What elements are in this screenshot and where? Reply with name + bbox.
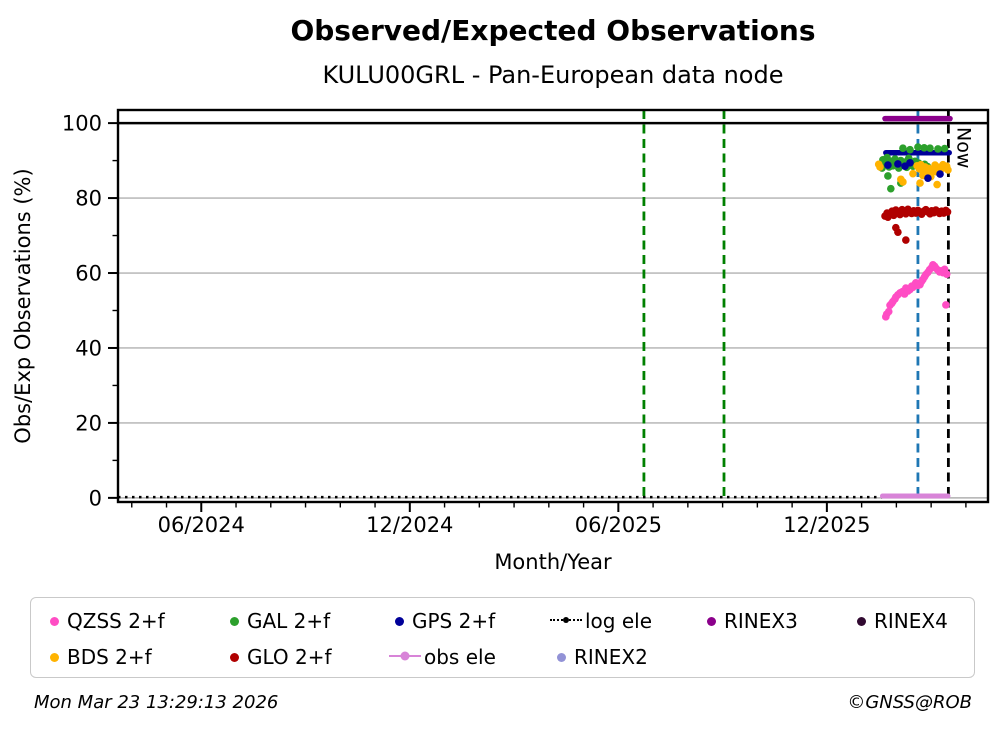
rinex4-marker-icon (857, 616, 866, 626)
legend: QZSS 2+f GAL 2+f GPS 2+f log ele RINEX3 … (30, 597, 975, 678)
legend-label: GAL 2+f (247, 609, 331, 633)
series-qzss-2+f (882, 260, 951, 321)
legend-label: BDS 2+f (67, 645, 152, 669)
copyright: ©GNSS@ROB (847, 692, 972, 713)
rinex2-marker-icon (557, 652, 566, 662)
legend-label: RINEX3 (724, 609, 798, 633)
legend-item-qzss: QZSS 2+f (50, 608, 165, 634)
bds-marker-icon (50, 652, 59, 662)
x-axis-ticks: 06/2024 12/2024 06/2025 12/2025 (131, 502, 967, 537)
timestamp: Mon Mar 23 13:29:13 2026 (34, 692, 279, 713)
log-ele-marker-icon (550, 616, 582, 626)
legend-item-gps: GPS 2+f (395, 608, 495, 634)
y-tick-label: 80 (75, 187, 102, 211)
legend-item-bds: BDS 2+f (50, 644, 152, 670)
legend-label: GPS 2+f (412, 609, 496, 633)
x-tick-label: 06/2025 (575, 513, 662, 537)
x-tick-label: 12/2025 (783, 513, 870, 537)
legend-item-obs-ele: obs ele (389, 644, 496, 670)
qzss-marker-icon (50, 616, 59, 626)
plot-area: 0 20 40 60 80 100 06/2024 12/2024 06/2025 12/2025… (11, 108, 990, 574)
legend-label: log ele (585, 609, 653, 633)
legend-label: QZSS 2+f (67, 609, 165, 633)
chart-subtitle: KULU00GRL - Pan-European data node (322, 61, 784, 89)
legend-item-gal: GAL 2+f (230, 608, 330, 634)
series-glo-2+f (881, 205, 952, 244)
x-tick-label: 12/2024 (366, 513, 453, 537)
legend-label: obs ele (424, 645, 496, 669)
y-tick-label: 100 (62, 112, 102, 136)
x-axis-label: Month/Year (494, 550, 612, 574)
y-tick-label: 60 (75, 262, 102, 286)
legend-item-rinex4: RINEX4 (857, 608, 948, 634)
legend-item-rinex2: RINEX2 (557, 644, 648, 670)
axes-frame (116, 108, 990, 504)
legend-label: RINEX2 (574, 645, 648, 669)
y-axis-ticks: 0 20 40 60 80 100 (62, 112, 118, 510)
chart-title: Observed/Expected Observations (290, 14, 816, 47)
legend-item-glo: GLO 2+f (230, 644, 332, 670)
y-tick-label: 40 (75, 336, 102, 360)
glo-marker-icon (230, 652, 239, 662)
y-axis-label: Obs/Exp Observations (%) (11, 168, 35, 443)
legend-label: GLO 2+f (247, 645, 332, 669)
obs-ele-marker-icon (389, 651, 421, 662)
legend-item-rinex3: RINEX3 (707, 608, 798, 634)
gridlines (118, 122, 988, 499)
legend-item-log-ele: log ele (550, 608, 652, 634)
y-tick-label: 0 (89, 486, 102, 510)
series-gps-2+f (884, 159, 944, 183)
y-tick-label: 20 (75, 411, 102, 435)
legend-label: RINEX4 (874, 609, 948, 633)
gal-marker-icon (230, 616, 239, 626)
now-label: Now (952, 127, 974, 168)
x-tick-label: 06/2024 (158, 513, 245, 537)
gps-marker-icon (395, 616, 404, 626)
rinex3-marker-icon (707, 616, 716, 626)
